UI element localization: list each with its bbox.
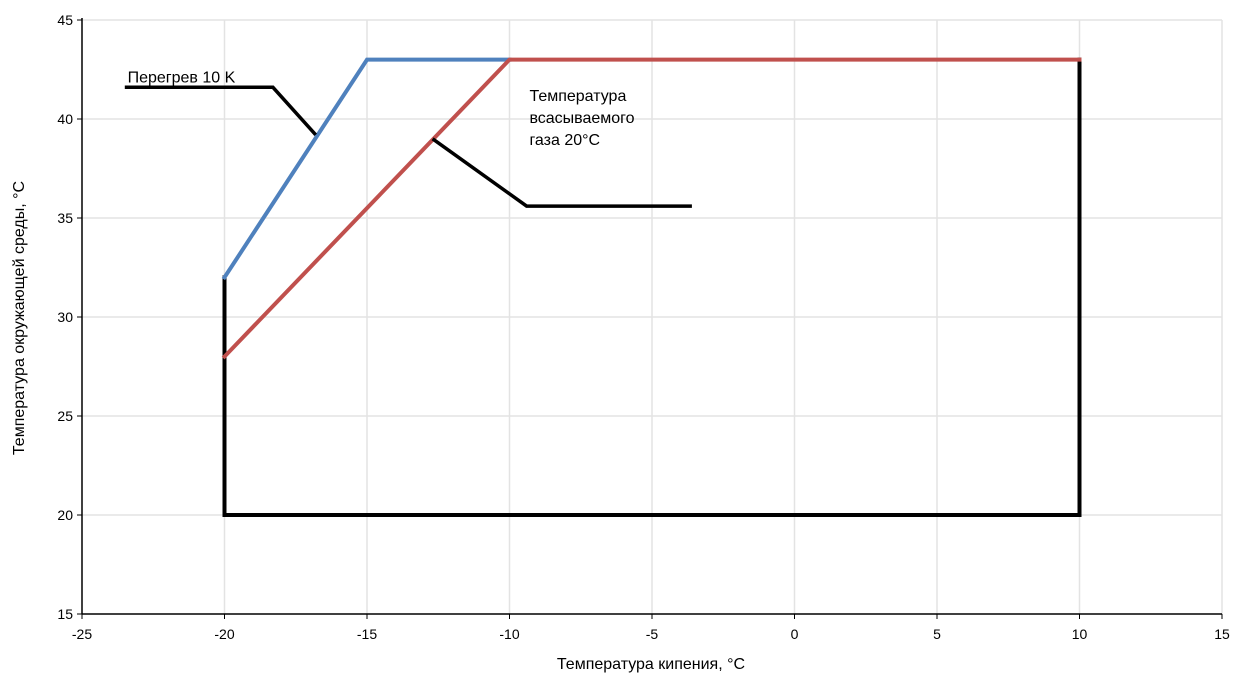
suction-gas-label: газа 20°C bbox=[529, 132, 600, 149]
annotations: Перегрев 10 K Температура всасываемого газа… bbox=[124, 69, 692, 208]
y-tick-label: 25 bbox=[57, 408, 73, 424]
y-tick-label: 40 bbox=[57, 111, 73, 127]
x-tick-label: 0 bbox=[791, 626, 799, 642]
suction-gas-label: всасываемого bbox=[529, 110, 634, 127]
tick-labels: -25 -20 -15 -10 -5 0 5 10 15 15 20 25 30 35 40 45 bbox=[57, 12, 1230, 642]
y-tick-label: 15 bbox=[57, 606, 73, 622]
x-tick-label: -15 bbox=[357, 626, 377, 642]
superheat-leader bbox=[124, 85, 318, 136]
series-line-0 bbox=[222, 57, 1082, 517]
y-tick-label: 20 bbox=[57, 507, 73, 523]
x-tick-label: 15 bbox=[1214, 626, 1230, 642]
y-tick-label: 30 bbox=[57, 309, 73, 325]
suction-gas-leader bbox=[431, 137, 692, 208]
series-group bbox=[221, 57, 1082, 517]
x-tick-label: 10 bbox=[1072, 626, 1088, 642]
grid bbox=[82, 19, 1223, 614]
x-tick-label: -5 bbox=[646, 626, 659, 642]
series-line-2 bbox=[221, 57, 1082, 360]
x-axis-title: Температура кипения, °C bbox=[557, 656, 745, 673]
x-tick-label: 5 bbox=[933, 626, 941, 642]
x-tick-label: -25 bbox=[72, 626, 92, 642]
x-tick-label: -20 bbox=[214, 626, 234, 642]
y-tick-label: 35 bbox=[57, 210, 73, 226]
suction-gas-label: Температура bbox=[529, 88, 626, 105]
x-tick-label: -10 bbox=[499, 626, 519, 642]
y-tick-label: 45 bbox=[57, 12, 73, 28]
y-axis-title: Температура окружающей среды, °C bbox=[11, 181, 28, 455]
superheat-label: Перегрев 10 K bbox=[128, 69, 236, 86]
series-line-1 bbox=[221, 57, 512, 281]
